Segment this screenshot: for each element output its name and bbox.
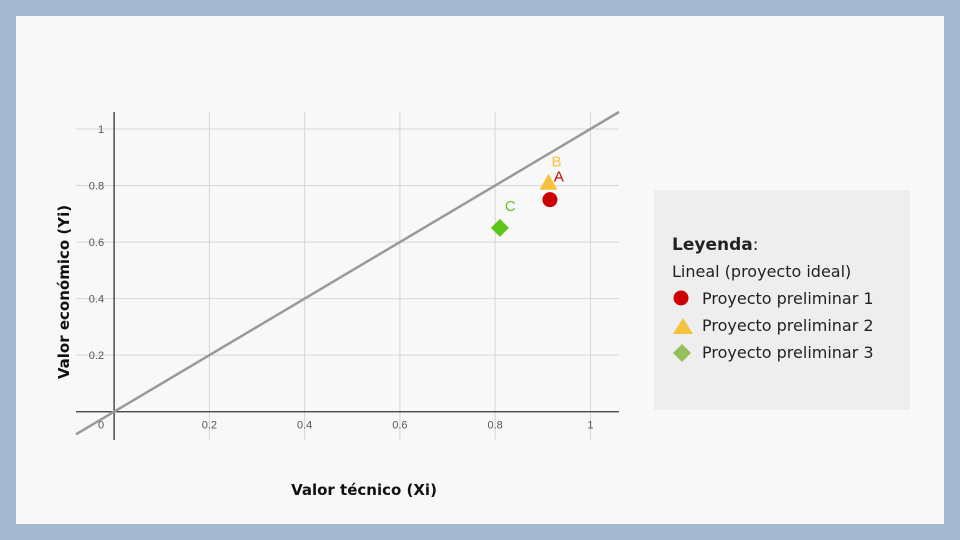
point-label-b: B — [552, 154, 562, 171]
x-tick-label: 1 — [587, 420, 593, 432]
x-tick-label: 0.6 — [392, 420, 407, 432]
x-tick-label: 0 — [98, 420, 104, 432]
reference-line-layer — [75, 110, 620, 436]
legend-item-label: Proyecto preliminar 2 — [702, 316, 874, 335]
y-tick-label: 0.4 — [89, 294, 104, 306]
axis-layer — [76, 112, 619, 440]
point-label-c: C — [505, 198, 516, 215]
y-axis-title: Valor económico (Yi) — [55, 204, 73, 380]
x-tick-label: 0.2 — [202, 420, 217, 432]
slide: 0 0.2 0.4 0.6 0.8 1 0.2 0.4 0.6 0.8 1 A B C Valor eco… — [16, 16, 944, 524]
legend-item-label: Proyecto preliminar 1 — [702, 289, 874, 308]
y-tick-label: 1 — [98, 124, 104, 136]
point-label-a: A — [554, 169, 564, 186]
x-axis-title: Valor técnico (Xi) — [291, 481, 437, 499]
legend-item-proyecto-1: Proyecto preliminar 1 — [672, 285, 910, 312]
tick-label-layer: 0 0.2 0.4 0.6 0.8 1 0.2 0.4 0.6 0.8 1 AB C — [89, 124, 594, 432]
legend-title-text: Leyenda — [672, 235, 753, 255]
point-c — [490, 218, 509, 237]
scatter-chart: 0 0.2 0.4 0.6 0.8 1 0.2 0.4 0.6 0.8 1 AB C — [75, 110, 620, 440]
point-layer — [490, 173, 558, 237]
legend: Leyenda: Lineal (proyecto ideal) Proyect… — [654, 190, 910, 410]
red-circle-icon — [672, 290, 702, 308]
point-b — [539, 173, 558, 190]
green-diamond-icon — [672, 343, 702, 363]
yellow-triangle-icon — [672, 317, 702, 335]
legend-title: Leyenda: — [672, 234, 910, 256]
x-tick-label: 0.4 — [297, 420, 312, 432]
legend-item-proyecto-3: Proyecto preliminar 3 — [672, 339, 910, 366]
legend-item-trendline: Lineal (proyecto ideal) — [672, 258, 910, 285]
point-a — [542, 192, 558, 208]
legend-item-label: Proyecto preliminar 3 — [702, 343, 874, 362]
ideal-trendline — [75, 110, 620, 436]
y-tick-label: 0.6 — [89, 237, 104, 249]
y-tick-label: 0.8 — [89, 181, 104, 193]
legend-title-colon: : — [752, 235, 759, 255]
legend-item-proyecto-2: Proyecto preliminar 2 — [672, 312, 910, 339]
x-tick-label: 0.8 — [488, 420, 503, 432]
grid-layer — [76, 112, 619, 440]
legend-item-label: Lineal (proyecto ideal) — [672, 262, 852, 281]
y-tick-label: 0.2 — [89, 350, 104, 362]
